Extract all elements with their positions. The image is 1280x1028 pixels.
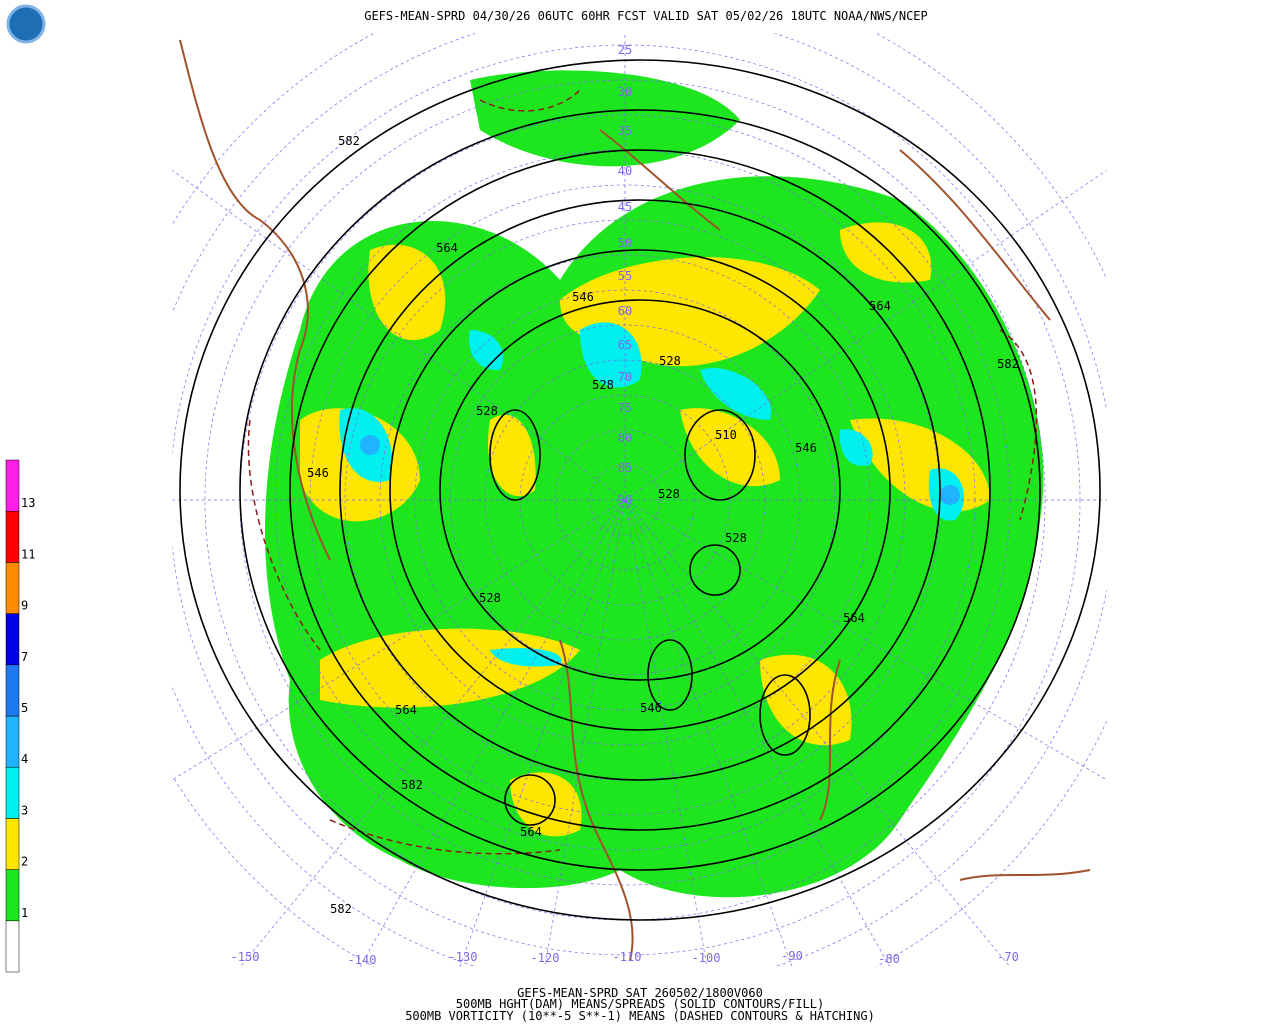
colorbar-swatch xyxy=(5,510,20,563)
contour-label: 546 xyxy=(572,290,594,304)
contour-label: 546 xyxy=(795,441,817,455)
latitude-labels: 25 30 35 40 45 50 55 60 65 70 75 80 85 90 xyxy=(618,43,632,507)
colorbar-label: 9 xyxy=(21,599,28,613)
contour-label: 528 xyxy=(658,487,680,501)
contour-label: 582 xyxy=(401,778,423,792)
latitude-label: 40 xyxy=(618,164,632,178)
colorbar-swatch xyxy=(5,664,20,717)
colorbar-label: 3 xyxy=(21,803,28,817)
contour-label: 564 xyxy=(869,299,891,313)
latitude-label: 35 xyxy=(618,124,632,138)
footer-line: 500MB VORTICITY (10**-5 S**-1) MEANS (DA… xyxy=(405,1009,875,1023)
latitude-label: 55 xyxy=(618,269,632,283)
colorbar-swatch xyxy=(5,920,20,973)
contour-label: 510 xyxy=(715,428,737,442)
latitude-label: 25 xyxy=(618,43,632,57)
colorbar-label: 4 xyxy=(21,752,28,766)
colorbar-swatch xyxy=(5,715,20,768)
title: GEFS-MEAN-SPRD 04/30/26 06UTC 60HR FCST … xyxy=(364,9,928,23)
longitude-label: -140 xyxy=(348,953,377,967)
colorbar-label: 1 xyxy=(21,906,28,920)
colorbar-label: 2 xyxy=(21,855,28,869)
colorbar-swatch xyxy=(5,562,20,614)
colorbar-label: 7 xyxy=(21,650,28,664)
contour-label: 564 xyxy=(520,825,542,839)
colorbar-label: 11 xyxy=(21,547,35,561)
latitude-label: 75 xyxy=(618,401,632,415)
contour-label: 528 xyxy=(725,531,747,545)
latitude-label: 65 xyxy=(618,338,632,352)
colorbar-swatch xyxy=(5,818,20,870)
latitude-label: 60 xyxy=(618,304,632,318)
contour-labels: 582 564 564 582 528 546 528 528 510 546 528 528 528 5… xyxy=(307,134,1019,916)
contour-label: 564 xyxy=(395,703,417,717)
colorbar-swatch xyxy=(5,869,20,922)
latitude-label: 70 xyxy=(618,370,632,384)
contour-label: 582 xyxy=(997,357,1019,371)
contour-label: 582 xyxy=(338,134,360,148)
spread-fill xyxy=(265,70,1044,898)
longitude-label: -90 xyxy=(781,949,803,963)
latitude-label: 85 xyxy=(618,461,632,475)
contour-label: 528 xyxy=(476,404,498,418)
latitude-label: 80 xyxy=(618,431,632,445)
latitude-label: 30 xyxy=(618,85,632,99)
contour-label: 528 xyxy=(479,591,501,605)
latitude-label: 90 xyxy=(618,493,632,507)
contour-label: 546 xyxy=(640,701,662,715)
contour-label: 582 xyxy=(330,902,352,916)
longitude-label: -70 xyxy=(997,950,1019,964)
longitude-label: -110 xyxy=(613,950,642,964)
longitude-label: -130 xyxy=(449,950,478,964)
longitude-label: -80 xyxy=(878,952,900,966)
longitude-labels: -150 -140 -130 -120 -110 -100 -90 -80 -70 xyxy=(231,949,1019,967)
noaa-logo xyxy=(6,4,46,44)
coastlines xyxy=(179,39,1091,961)
longitude-label: -150 xyxy=(231,950,260,964)
contour-label: 528 xyxy=(592,378,614,392)
latitude-label: 45 xyxy=(618,200,632,214)
longitude-label: -100 xyxy=(692,951,721,965)
graticule xyxy=(172,33,1107,967)
longitude-label: -120 xyxy=(531,951,560,965)
map xyxy=(172,33,1107,967)
colorbar-swatch xyxy=(5,459,20,512)
contour-label: 564 xyxy=(843,611,865,625)
contour-label: 564 xyxy=(436,241,458,255)
latitude-label: 50 xyxy=(618,236,632,250)
colorbar-swatch xyxy=(5,613,20,666)
contour-label: 528 xyxy=(659,354,681,368)
colorbar-label: 13 xyxy=(21,496,35,510)
colorbar-swatch xyxy=(5,766,20,819)
colorbar-label: 5 xyxy=(21,701,28,715)
footer-line: 500MB HGHT(DAM) MEANS/SPREADS (SOLID CON… xyxy=(456,997,824,1011)
map-frame xyxy=(171,32,1108,968)
colorbar: 1 2 3 4 5 7 9 11 13 xyxy=(5,459,35,973)
footer-line: GEFS-MEAN-SPRD SAT 260502/1800V060 xyxy=(517,986,763,1000)
height-contours xyxy=(179,59,1101,921)
contour-label: 546 xyxy=(307,466,329,480)
